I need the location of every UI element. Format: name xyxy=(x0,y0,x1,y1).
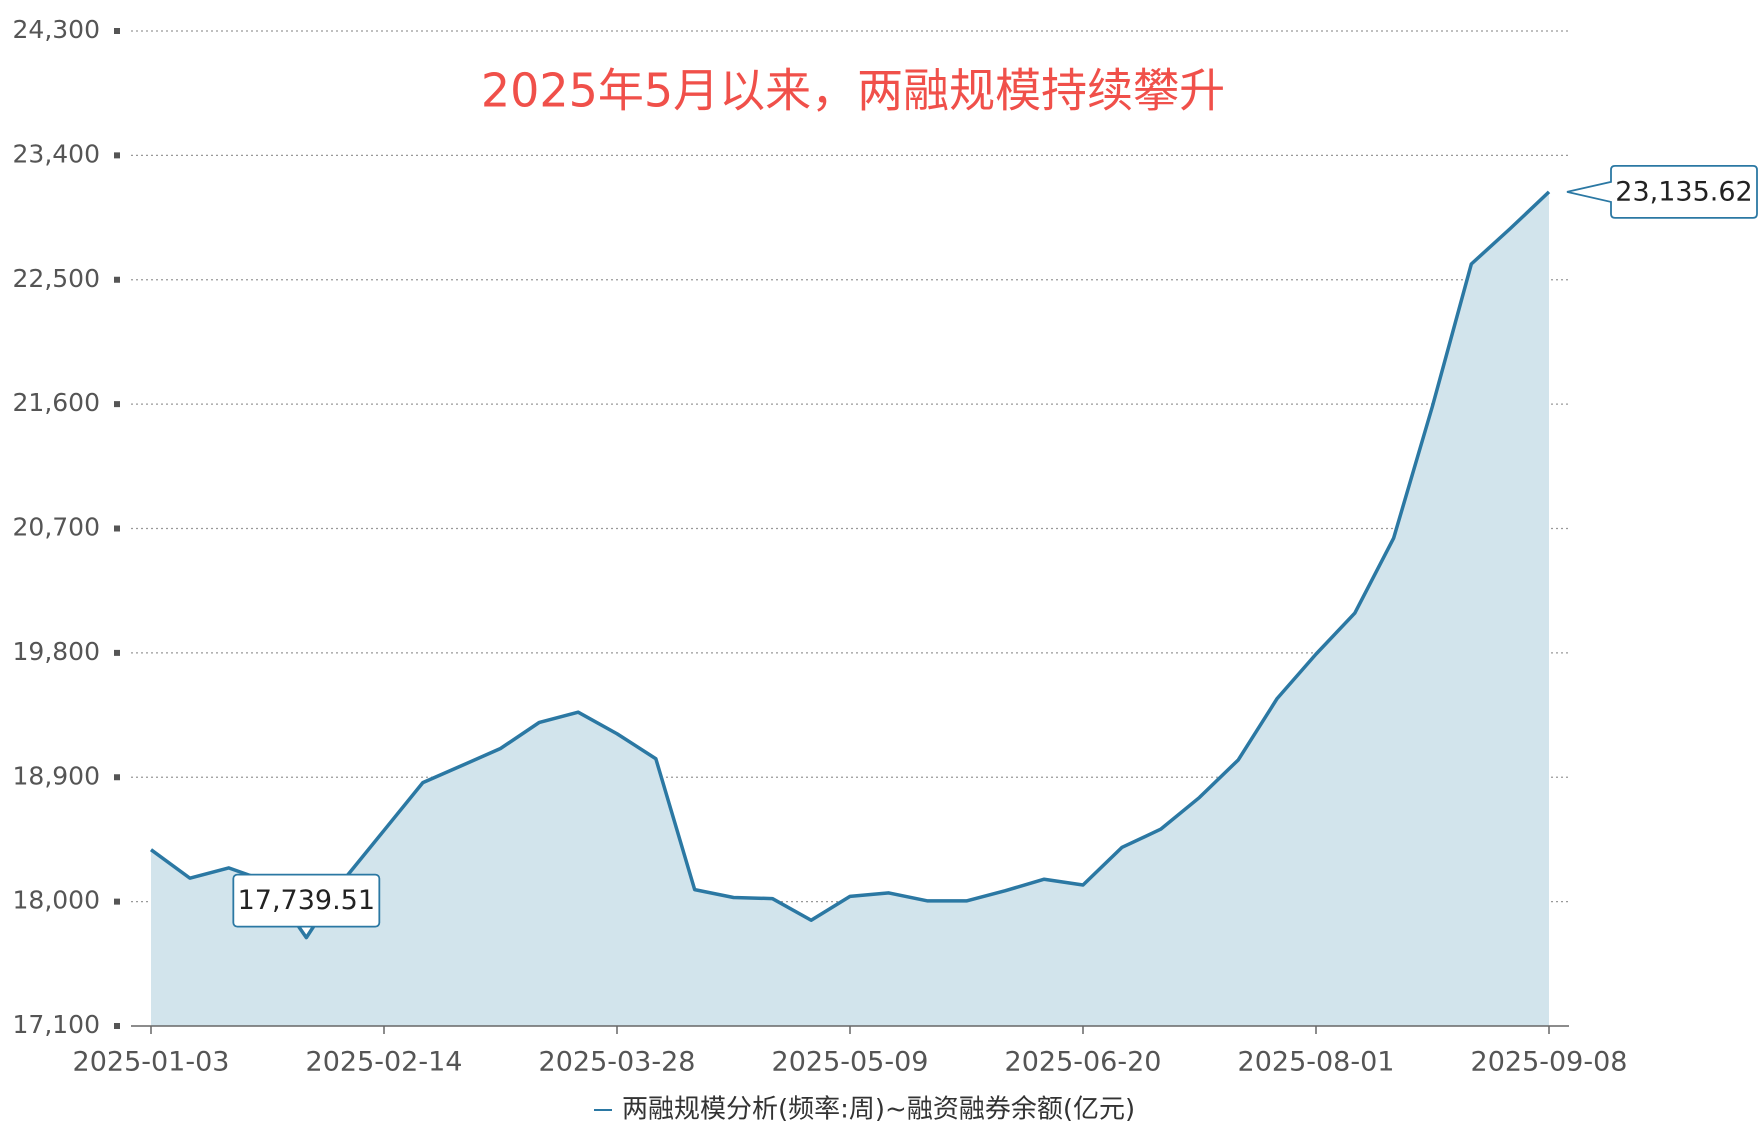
y-tick-label: 17,100 xyxy=(13,1010,100,1039)
y-tick-label: 20,700 xyxy=(13,513,100,542)
data-label: 23,135.62 xyxy=(1615,176,1752,207)
x-tick-label: 2025-06-20 xyxy=(1005,1047,1162,1078)
y-tick-mark xyxy=(114,152,120,159)
area xyxy=(151,191,1549,1027)
y-tick-mark xyxy=(114,774,120,781)
callout-box xyxy=(1566,165,1758,219)
x-tick-label: 2025-02-14 xyxy=(306,1047,463,1078)
x-tick-label: 2025-03-28 xyxy=(539,1047,696,1078)
x-tick-label: 2025-01-03 xyxy=(73,1047,230,1078)
y-tick-label: 19,800 xyxy=(13,637,100,666)
y-tick-mark xyxy=(114,525,120,532)
callout: 23,135.62 xyxy=(1566,165,1758,219)
y-tick-mark xyxy=(114,649,120,656)
y-tick-mark xyxy=(114,1023,120,1029)
y-tick-mark xyxy=(114,401,120,408)
y-tick-mark xyxy=(114,28,120,34)
y-tick-mark xyxy=(114,898,120,905)
x-tick-label: 2025-08-01 xyxy=(1238,1047,1395,1078)
chart-title: 2025年5月以来，两融规模持续攀升 xyxy=(481,64,1225,118)
y-tick-label: 23,400 xyxy=(13,139,100,168)
x-tick-label: 2025-09-08 xyxy=(1471,1047,1628,1078)
y-tick-label: 22,500 xyxy=(13,264,100,293)
y-tick-label: 24,300 xyxy=(13,15,100,44)
x-tick-label: 2025-05-09 xyxy=(772,1047,929,1078)
y-tick-label: 18,000 xyxy=(13,886,100,915)
callout-box xyxy=(232,873,381,928)
data-label: 17,739.51 xyxy=(238,885,375,916)
legend-label: 两融规模分析(频率:周)~融资融券余额(亿元) xyxy=(622,1095,1135,1125)
y-tick-label: 21,600 xyxy=(13,388,100,417)
callout: 17,739.51 xyxy=(232,873,381,928)
y-tick-label: 18,900 xyxy=(13,761,100,790)
line xyxy=(149,190,1551,940)
y-tick-mark xyxy=(114,276,120,283)
